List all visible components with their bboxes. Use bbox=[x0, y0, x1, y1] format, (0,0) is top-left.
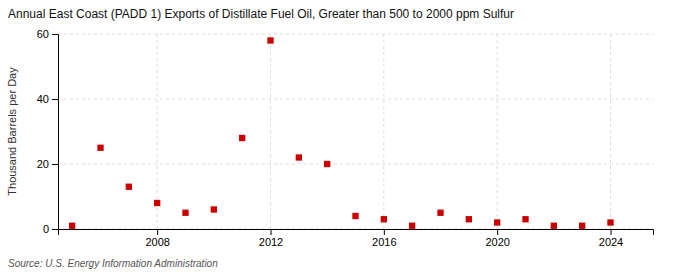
tick-mark bbox=[52, 34, 58, 35]
tick-label: 0 bbox=[43, 223, 49, 235]
tick: 40 bbox=[37, 93, 58, 105]
tick: 2020 bbox=[485, 229, 509, 248]
tick-mark bbox=[52, 99, 58, 100]
tick-mark bbox=[497, 229, 498, 235]
grid bbox=[58, 34, 653, 229]
point bbox=[522, 216, 528, 222]
point bbox=[239, 135, 245, 141]
source-note: Source: U.S. Energy Information Administ… bbox=[8, 258, 218, 269]
tick-label: 2016 bbox=[372, 236, 396, 248]
point bbox=[69, 223, 75, 229]
point bbox=[494, 219, 500, 225]
point bbox=[381, 216, 387, 222]
point bbox=[154, 200, 160, 206]
point bbox=[466, 216, 472, 222]
tick-label: 60 bbox=[37, 28, 49, 40]
point bbox=[579, 223, 585, 229]
tick-mark bbox=[52, 164, 58, 165]
point bbox=[324, 161, 330, 167]
point bbox=[126, 184, 132, 190]
tick: 2024 bbox=[599, 229, 623, 248]
tick-mark bbox=[157, 229, 158, 235]
tick-label: 2020 bbox=[485, 236, 509, 248]
point bbox=[182, 210, 188, 216]
point bbox=[352, 213, 358, 219]
tick-mark bbox=[384, 229, 385, 235]
tick-mark bbox=[52, 229, 58, 230]
point bbox=[437, 210, 443, 216]
title: Annual East Coast (PADD 1) Exports of Di… bbox=[8, 7, 514, 21]
axis-line bbox=[52, 35, 59, 230]
tick: 2016 bbox=[372, 229, 396, 248]
point bbox=[296, 154, 302, 160]
tick-label: 2024 bbox=[599, 236, 623, 248]
tick-label: 20 bbox=[37, 158, 49, 170]
tick: 20 bbox=[37, 158, 58, 170]
tick-label: 2012 bbox=[259, 236, 283, 248]
plot: 2008 2012 2016 2020 2024 0 20 40 60 bbox=[37, 28, 654, 248]
grid-line bbox=[58, 99, 653, 100]
tick-mark bbox=[271, 229, 272, 235]
point bbox=[409, 223, 415, 229]
x-axis: 2008 2012 2016 2020 2024 bbox=[59, 229, 654, 248]
grid-line bbox=[157, 34, 158, 229]
y-axis-label: Thousand Barrels per Day bbox=[6, 67, 18, 196]
tick-mark bbox=[611, 229, 612, 235]
tick: 60 bbox=[37, 28, 58, 40]
chart: 2008 2012 2016 2020 2024 0 20 40 60 Annual East C… bbox=[0, 0, 675, 275]
tick: 2012 bbox=[259, 229, 283, 248]
point bbox=[97, 145, 103, 151]
tick-label: 2008 bbox=[145, 236, 169, 248]
grid-line bbox=[58, 164, 653, 165]
tick: 2008 bbox=[145, 229, 169, 248]
tick-label: 40 bbox=[37, 93, 49, 105]
grid-line bbox=[383, 34, 384, 229]
axis-line bbox=[59, 230, 654, 236]
point bbox=[551, 223, 557, 229]
grid-line bbox=[58, 34, 653, 35]
grid-line bbox=[270, 34, 271, 229]
grid-line bbox=[610, 34, 611, 229]
point bbox=[607, 219, 613, 225]
points bbox=[69, 37, 614, 229]
y-axis: 0 20 40 60 bbox=[37, 28, 59, 235]
grid-line bbox=[497, 34, 498, 229]
tick: 0 bbox=[43, 223, 58, 235]
point bbox=[267, 37, 273, 43]
point bbox=[211, 206, 217, 212]
